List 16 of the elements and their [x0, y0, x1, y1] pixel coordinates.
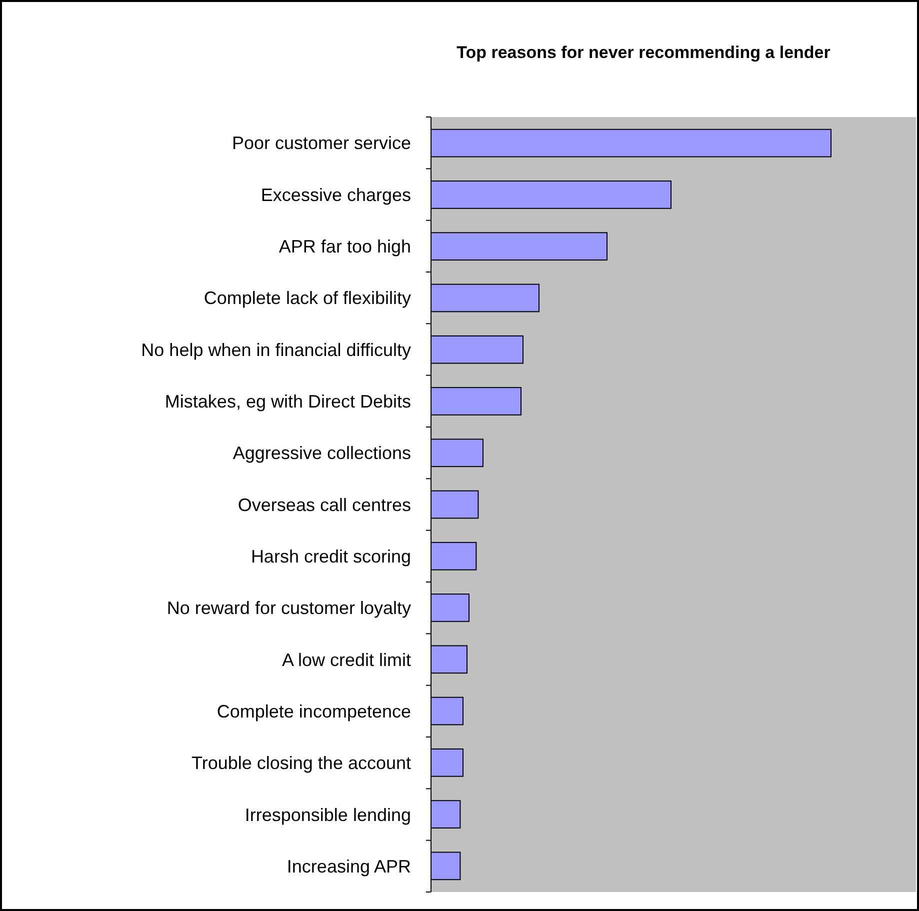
- chart-title: Top reasons for never recommending a lender: [456, 43, 831, 62]
- y-tick-label: No help when in financial difficulty: [141, 340, 411, 360]
- y-tick-label: Trouble closing the account: [192, 753, 411, 774]
- y-tick-label: A low credit limit: [282, 650, 411, 670]
- y-tick-label: Aggressive collections: [232, 443, 411, 464]
- y-tick-label: Excessive charges: [260, 184, 411, 205]
- y-tick-label: Increasing APR: [286, 856, 411, 876]
- y-tick-label: No reward for customer loyalty: [166, 598, 411, 618]
- y-tick-label: Overseas call centres: [238, 494, 411, 515]
- y-tick-label: APR far too high: [278, 236, 411, 256]
- y-tick-label: Poor customer service: [232, 133, 411, 154]
- y-tick-label: Harsh credit scoring: [250, 546, 411, 566]
- y-tick-label: Complete lack of flexibility: [204, 288, 411, 308]
- y-tick-label: Complete incompetence: [216, 701, 411, 722]
- y-tick-label: Irresponsible lending: [244, 804, 411, 825]
- y-tick-label: Mistakes, eg with Direct Debits: [164, 391, 411, 412]
